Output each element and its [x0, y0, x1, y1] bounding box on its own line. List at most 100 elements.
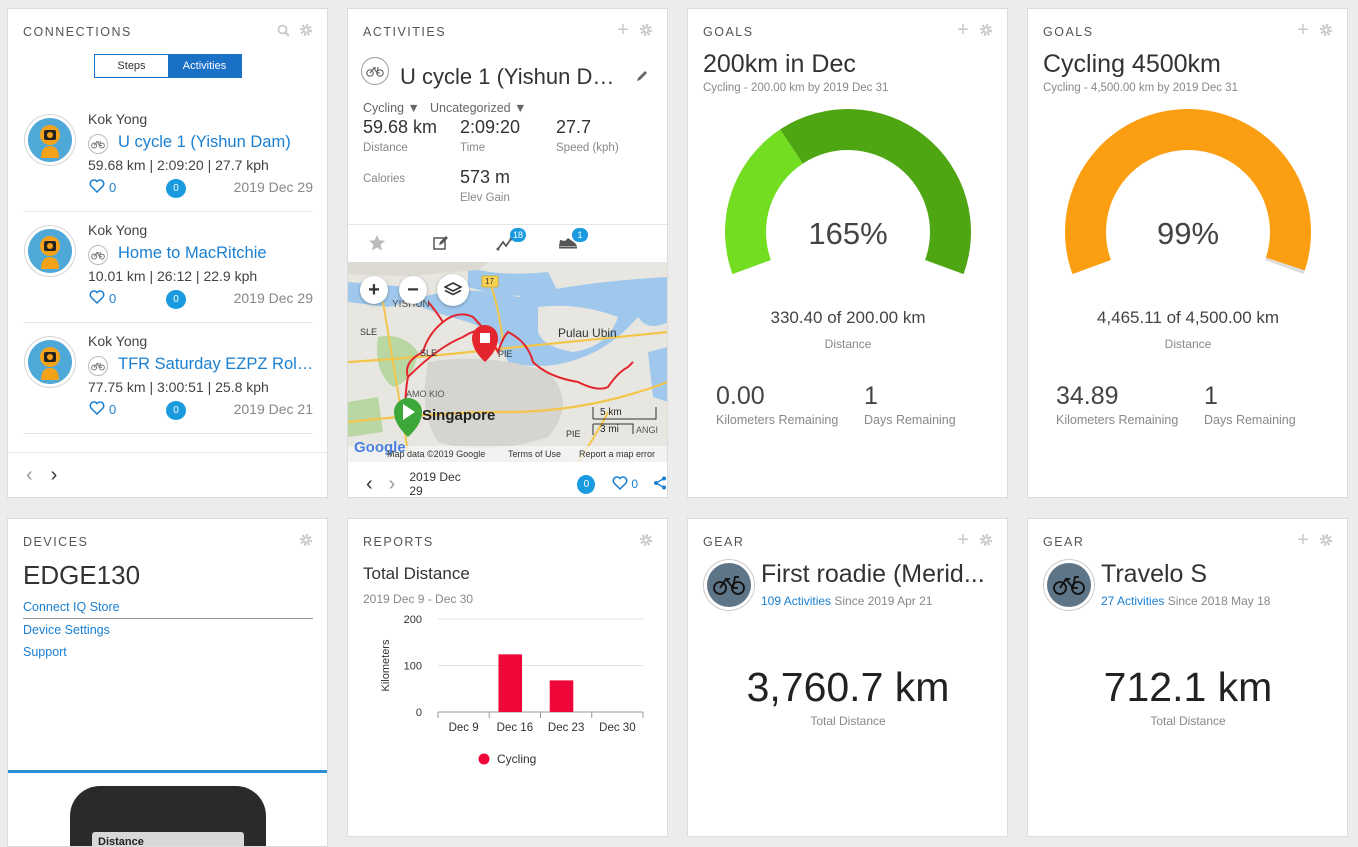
gear-activities-link[interactable]: 27 Activities: [1101, 594, 1165, 608]
connect-iq-store-link[interactable]: Connect IQ Store: [23, 600, 120, 614]
gauge-remaining: [1265, 257, 1305, 275]
feed-pager: ‹ ›: [8, 452, 327, 497]
map-terms-link[interactable]: Terms of Use: [508, 449, 562, 459]
map-label-route17: 17: [485, 277, 494, 286]
goal-progress-label: Distance: [824, 337, 872, 351]
add-icon[interactable]: +: [957, 529, 969, 551]
search-icon[interactable]: [276, 23, 290, 37]
stat-value: 34.89: [1056, 382, 1119, 410]
goal-progress: 4,465.11 of 4,500.00 km: [1096, 308, 1280, 327]
activity-type-dropdown[interactable]: Cycling ▼: [363, 101, 420, 115]
avatar[interactable]: [24, 225, 76, 277]
activity-category-dropdown[interactable]: Uncategorized ▼: [430, 101, 527, 115]
feed-type-toggle: Steps Activities: [94, 54, 242, 78]
stat-value: 0.00: [716, 382, 765, 410]
edit-pencil-icon[interactable]: [635, 69, 649, 88]
add-icon[interactable]: +: [617, 19, 629, 41]
feed-activity-name[interactable]: Home to MacRitchie: [118, 244, 267, 262]
feed-user-name[interactable]: Kok Yong: [88, 111, 148, 127]
distance-bar-chart: 0 100 200 Kilometers Dec 9 Dec 16 Dec 23 Dec 30…: [380, 614, 644, 766]
add-icon[interactable]: +: [957, 19, 969, 41]
goal-name[interactable]: 200km in Dec: [703, 50, 856, 78]
devices-card: Devices EDGE130 Connect IQ Store Device …: [7, 518, 328, 847]
activity-name[interactable]: U cycle 1 (Yishun Da...: [400, 64, 620, 89]
map-label-ubin: Pulau Ubin: [558, 326, 617, 340]
bicycle-icon: [1047, 563, 1091, 607]
prev-activity-icon[interactable]: ‹: [366, 472, 373, 495]
like-count: 0: [631, 477, 638, 491]
gear-name[interactable]: First roadie (Merid...: [761, 560, 985, 588]
add-icon[interactable]: +: [1297, 529, 1309, 551]
comment-count[interactable]: 0: [166, 290, 186, 309]
activity-footer: ‹ › 2019 Dec 29 0 0: [348, 462, 667, 497]
feed-activity-name[interactable]: U cycle 1 (Yishun Dam): [118, 133, 291, 151]
gear-name[interactable]: Travelo S: [1101, 560, 1208, 588]
comment-count[interactable]: 0: [577, 474, 596, 494]
heart-icon: [89, 290, 105, 307]
reports-card: Reports Total Distance 2019 Dec 9 - Dec …: [347, 518, 668, 837]
goal-card-4500: Goals + Cycling 4500km Cycling - 4,500.0…: [1027, 8, 1348, 498]
zoom-in-button[interactable]: +: [360, 276, 388, 304]
legend-label: Cycling: [497, 752, 536, 766]
report-title[interactable]: Total Distance: [363, 564, 470, 583]
support-link[interactable]: Support: [23, 645, 67, 659]
device-name[interactable]: EDGE130: [23, 560, 141, 590]
like-button[interactable]: 0: [89, 179, 116, 196]
gear-icon[interactable]: [299, 533, 313, 547]
map-label-changi: ANGI: [636, 425, 659, 435]
like-button[interactable]: 0: [89, 290, 116, 307]
next-activity-icon[interactable]: ›: [388, 472, 396, 495]
feed-activity-stats: 59.68 km | 2:09:20 | 27.7 kph: [88, 157, 269, 173]
bar: [549, 680, 574, 712]
gear-total-label: Total Distance: [1150, 714, 1226, 728]
comment-count[interactable]: 0: [166, 401, 186, 420]
x-tick-label: Dec 30: [599, 722, 635, 734]
zoom-out-button[interactable]: −: [399, 276, 427, 304]
feed-user-name[interactable]: Kok Yong: [88, 222, 148, 238]
y-tick-label: 0: [416, 707, 422, 719]
star-icon[interactable]: [368, 234, 390, 254]
x-tick-label: Dec 9: [449, 722, 479, 734]
bar: [498, 654, 523, 712]
activity-map[interactable]: 17 YISHUN Pulau Ubin SLE SLE PIE AMO KIO…: [348, 262, 667, 462]
feed-user-name[interactable]: Kok Yong: [88, 333, 148, 349]
gear-icon[interactable]: [299, 23, 313, 37]
stat-value: 59.68 km: [363, 117, 438, 137]
card-title: Activities: [363, 25, 447, 39]
gear-icon[interactable]: [979, 533, 993, 547]
segments-icon[interactable]: 18: [496, 228, 527, 254]
map-label-sle2: SLE: [420, 348, 438, 358]
gear-icon[interactable]: [979, 23, 993, 37]
gear-icon[interactable]: [639, 533, 653, 547]
layers-icon[interactable]: [437, 274, 469, 306]
add-icon[interactable]: +: [1297, 19, 1309, 41]
comment-count[interactable]: 0: [166, 179, 186, 198]
gear-activities-link[interactable]: 109 Activities: [761, 594, 832, 608]
avatar[interactable]: [24, 336, 76, 388]
gear-icon[interactable]: [639, 23, 653, 37]
share-icon[interactable]: [653, 476, 667, 493]
card-title: Gear: [703, 535, 745, 549]
gear-icon[interactable]: [1319, 23, 1333, 37]
prev-page-button[interactable]: ‹: [26, 463, 33, 486]
map-label-pie2: PIE: [566, 429, 581, 439]
like-button[interactable]: 0: [89, 401, 116, 418]
gear-icon[interactable]: [1319, 533, 1333, 547]
stat-label: Kilometers Remaining: [1056, 413, 1179, 427]
goal-progress-label: Distance: [1164, 337, 1212, 351]
shoe-icon[interactable]: 1: [558, 228, 588, 254]
map-report-link[interactable]: Report a map error: [579, 449, 656, 459]
legend-swatch: [478, 753, 490, 765]
y-axis-label: Kilometers: [380, 639, 392, 691]
feed-activity-name[interactable]: TFR Saturday EZPZ Roll t...: [118, 355, 316, 373]
device-settings-link[interactable]: Device Settings: [23, 623, 110, 637]
edit-note-icon[interactable]: [432, 234, 454, 254]
like-icon[interactable]: [612, 475, 628, 493]
steps-tab[interactable]: Steps: [117, 60, 146, 72]
goal-name[interactable]: Cycling 4500km: [1043, 50, 1221, 78]
gear-since: Since 2018 May 18: [1164, 594, 1271, 608]
activities-tab[interactable]: Activities: [168, 55, 241, 77]
card-title: Connections: [23, 25, 132, 39]
avatar[interactable]: [24, 114, 76, 166]
next-page-button[interactable]: ›: [50, 463, 58, 486]
